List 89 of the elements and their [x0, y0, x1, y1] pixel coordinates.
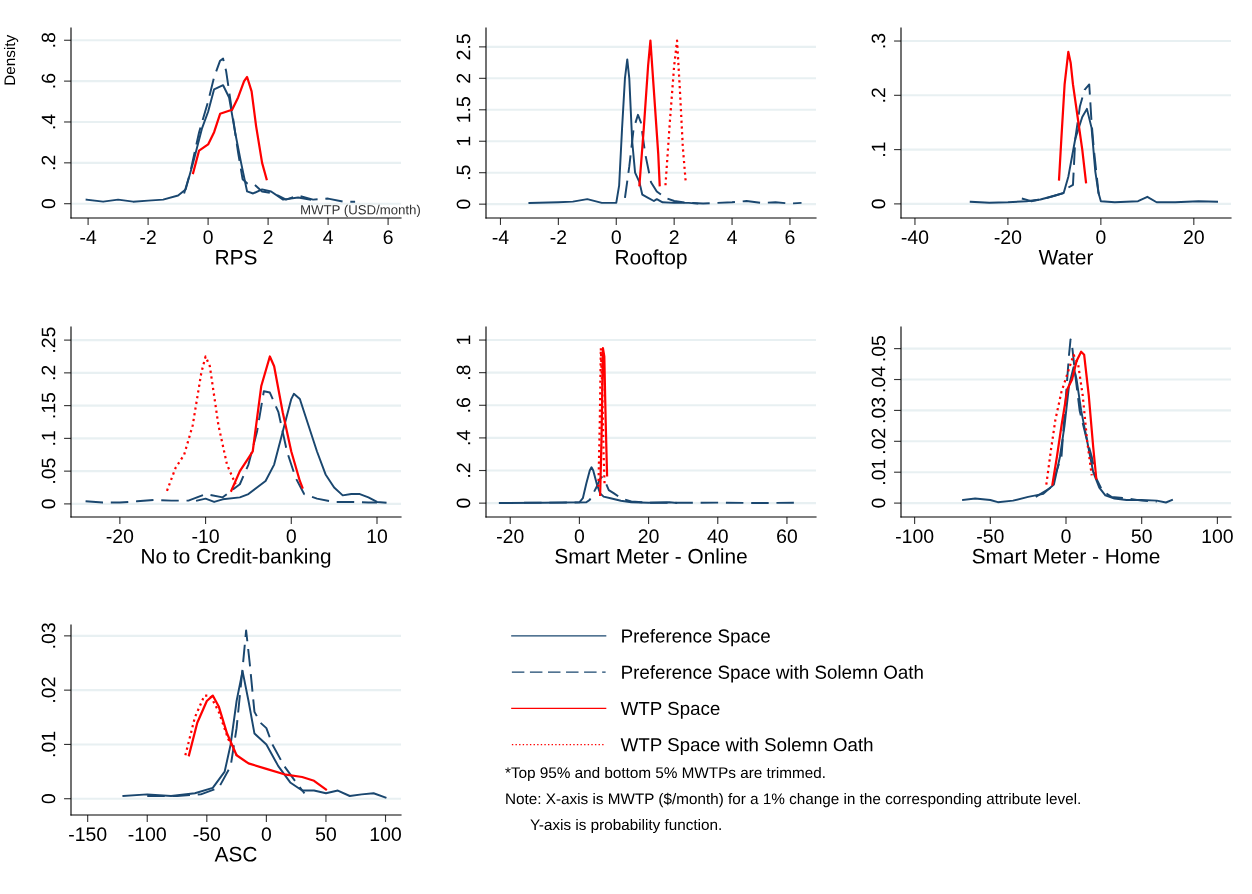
x-tick-label: -4 — [80, 230, 97, 244]
x-axis-title: RPS — [216, 249, 257, 265]
x-axis-title: Rooftop — [616, 249, 687, 269]
x-tick-label: 0 — [286, 529, 296, 544]
y-tick-label: 0 — [456, 498, 471, 508]
y-tick-label: .4 — [456, 430, 471, 445]
y-tick-label: .04 — [871, 366, 886, 392]
y-tick-label: .05 — [41, 458, 56, 483]
y-tick-label: .2 — [41, 365, 56, 380]
y-tick-label: 0 — [41, 499, 56, 509]
y-tick-label: 2 — [456, 73, 471, 83]
x-tick-label: 100 — [1202, 529, 1233, 544]
x-tick-label: 2 — [263, 230, 273, 244]
x-tick-label: 2 — [669, 230, 679, 244]
y-tick-label: .8 — [456, 365, 471, 379]
x-tick-label: 10 — [367, 529, 388, 544]
x-tick-label: 60 — [777, 529, 797, 544]
text: *Top 95% and bottom 5% MWTPs are trimmed. — [505, 766, 825, 782]
y-tick-label: 1 — [456, 335, 471, 344]
y-tick-label: .6 — [41, 73, 56, 88]
x-tick-label: 0 — [574, 529, 585, 544]
x-tick-label: -50 — [193, 827, 221, 842]
x-tick-label: 6 — [785, 230, 795, 245]
x-tick-label: 0 — [261, 827, 272, 842]
x-tick-label: 6 — [383, 230, 393, 245]
y-tick-label: .03 — [871, 397, 886, 423]
y-tick-label: .05 — [871, 335, 886, 361]
x-tick-label: -50 — [977, 529, 1004, 544]
legend-label: WTP Space with Solemn Oath — [620, 737, 873, 756]
y-tick-label: 0 — [456, 199, 471, 209]
y-tick-label: .1 — [41, 431, 56, 445]
x-axis-title: Smart Meter - Home — [972, 548, 1160, 564]
y-tick-label: .02 — [871, 428, 886, 454]
y-tick-label: .8 — [41, 32, 56, 47]
text: Note: X-axis is MWTP ($/month) for a 1% change in the corresponding attribute level. — [506, 792, 1080, 808]
x-tick-label: -20 — [994, 230, 1022, 245]
y-tick-label: 0 — [41, 794, 56, 804]
x-axis-title: ASC — [214, 846, 257, 862]
y-tick-label: .3 — [871, 33, 886, 48]
x-axis-title: Water — [1038, 250, 1094, 265]
x-tick-label: 0 — [1096, 230, 1106, 245]
y-tick-label: 0 — [871, 498, 886, 508]
x-tick-label: 100 — [370, 827, 401, 842]
text: Y-axis is probability function. — [530, 818, 721, 834]
x-tick-label: -20 — [106, 529, 134, 544]
y-tick-label: 0 — [41, 199, 56, 209]
legend-label: Preference Space — [622, 628, 770, 647]
x-tick-label: 50 — [315, 827, 336, 842]
y-tick-label: .4 — [41, 114, 56, 129]
y-tick-label: .2 — [456, 463, 471, 477]
y-tick-label: .01 — [871, 459, 886, 484]
x-tick-label: 4 — [727, 230, 737, 244]
y-tick-label: .6 — [456, 398, 471, 412]
x-tick-label: 4 — [323, 230, 333, 244]
y-tick-label: .2 — [871, 88, 886, 102]
y-tick-label: .1 — [871, 142, 886, 156]
x-tick-label: -10 — [192, 529, 219, 544]
x-tick-label: -20 — [497, 529, 524, 544]
x-tick-label: 0 — [203, 230, 213, 245]
x-tick-label: -2 — [140, 230, 156, 244]
x-tick-label: -100 — [896, 529, 934, 544]
x-axis-title: No to Credit-banking — [142, 548, 331, 568]
x-tick-label: 20 — [638, 529, 659, 544]
y-tick-label: .5 — [456, 165, 471, 180]
y-tick-label: .15 — [41, 392, 56, 418]
y-tick-label: 1.5 — [456, 97, 471, 122]
legend-label: Preference Space with Solemn Oath — [622, 665, 923, 683]
y-axis-title: Density — [3, 34, 19, 85]
x-tick-label: 20 — [1183, 230, 1204, 245]
x-tick-label: -4 — [492, 230, 509, 244]
y-tick-label: 1 — [456, 136, 471, 146]
x-tick-label: 50 — [1131, 529, 1152, 544]
legend-label: WTP Space — [620, 701, 720, 719]
x-tick-label: -40 — [901, 230, 929, 245]
x-tick-label: -2 — [550, 230, 567, 244]
y-tick-label: .2 — [41, 155, 56, 170]
y-tick-label: .02 — [41, 677, 56, 702]
y-tick-label: .03 — [41, 623, 56, 648]
y-tick-label: 2.5 — [456, 34, 471, 60]
annotation: MWTP (USD/month) — [301, 204, 420, 218]
x-tick-label: 40 — [707, 529, 728, 544]
x-tick-label: 0 — [1061, 529, 1071, 544]
y-tick-label: .01 — [41, 731, 56, 757]
x-tick-label: 0 — [611, 230, 621, 245]
y-tick-label: .25 — [41, 327, 56, 352]
x-tick-label: -100 — [128, 827, 166, 842]
x-tick-label: -150 — [69, 827, 107, 842]
x-axis-title: Smart Meter - Online — [555, 548, 747, 564]
y-tick-label: 0 — [871, 199, 886, 209]
